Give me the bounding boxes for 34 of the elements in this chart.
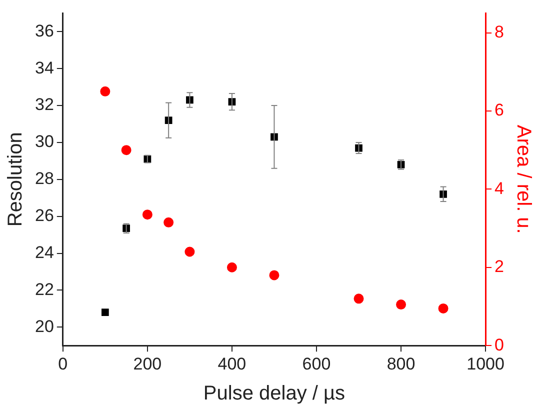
- x-tick-label: 0: [58, 354, 68, 374]
- point: [100, 86, 110, 96]
- x-tick-label: 800: [386, 354, 416, 374]
- y2-axis-title: Area / rel. u.: [512, 124, 534, 234]
- y-tick-label: 34: [34, 58, 54, 78]
- y-tick-label: 24: [34, 242, 54, 262]
- y2-tick-label: 6: [494, 100, 504, 120]
- point: [164, 217, 174, 228]
- y-tick-label: 32: [34, 95, 54, 114]
- point: [101, 308, 109, 316]
- y2-tick-label: 4: [494, 178, 504, 198]
- point: [269, 270, 280, 280]
- y2-tick-label: 2: [494, 257, 504, 276]
- y2-tick-label: 8: [494, 22, 504, 42]
- y-tick-label: 28: [34, 169, 54, 188]
- x-tick-label: 400: [218, 354, 246, 374]
- point: [396, 300, 406, 310]
- y-tick-label: 26: [34, 206, 54, 226]
- y-tick-label: 30: [34, 132, 54, 152]
- y2-tick-label: 0: [494, 335, 504, 354]
- point: [226, 262, 237, 272]
- point: [354, 294, 364, 304]
- point: [184, 246, 195, 257]
- x-tick-label: 600: [302, 354, 331, 374]
- x-tick-label: 200: [133, 354, 162, 374]
- point: [121, 145, 132, 156]
- x-axis-title: Pulse delay / µs: [203, 382, 346, 405]
- y-tick-label: 22: [34, 280, 54, 299]
- y-tick-label: 20: [34, 316, 54, 336]
- point: [438, 303, 448, 314]
- x-tick-label: 1000: [466, 354, 504, 374]
- y-tick-label: 36: [34, 21, 54, 40]
- y-axis-title: Resolution: [4, 132, 27, 227]
- point: [142, 210, 152, 220]
